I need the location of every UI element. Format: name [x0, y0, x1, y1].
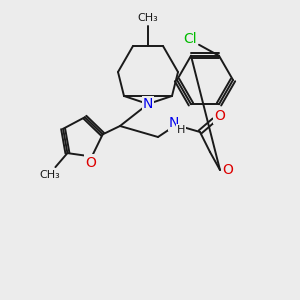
- Text: O: O: [85, 155, 96, 170]
- Text: H: H: [177, 125, 185, 135]
- Text: N: N: [169, 116, 179, 130]
- Text: N: N: [143, 97, 153, 111]
- Text: O: O: [223, 163, 233, 177]
- Text: O: O: [214, 109, 225, 123]
- Text: CH₃: CH₃: [39, 170, 60, 180]
- Text: Cl: Cl: [183, 32, 197, 46]
- Text: CH₃: CH₃: [138, 13, 158, 23]
